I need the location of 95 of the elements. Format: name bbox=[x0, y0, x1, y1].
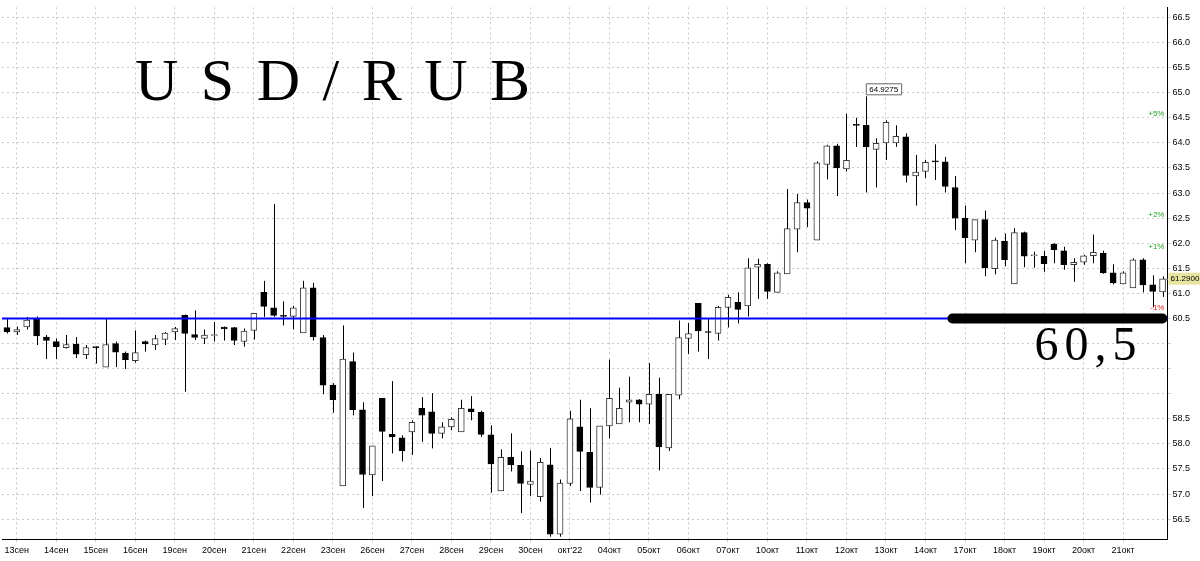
y-tick-label: 58.5 bbox=[1172, 413, 1191, 424]
x-tick-label: 21сен bbox=[241, 545, 267, 556]
x-tick-label: 27сен bbox=[399, 545, 425, 556]
candlestick bbox=[734, 291, 742, 324]
candlestick bbox=[191, 309, 198, 341]
candlestick bbox=[290, 305, 297, 330]
x-tick-label: 13окт bbox=[874, 545, 898, 556]
candlestick bbox=[1020, 231, 1028, 268]
x-tick-label: 30сен bbox=[518, 545, 543, 556]
candlestick bbox=[615, 387, 623, 425]
x-tick-label: 07окт bbox=[716, 545, 740, 556]
text: USD/RUB bbox=[135, 47, 553, 113]
x-tick-label: 17окт bbox=[953, 545, 977, 556]
x-tick-label: 10окт bbox=[755, 545, 780, 556]
y-tick-label: 57.0 bbox=[1172, 488, 1191, 499]
y-tick-label: 66.0 bbox=[1172, 37, 1191, 47]
candlestick bbox=[754, 258, 761, 300]
candlestick bbox=[181, 313, 189, 393]
x-tick-label: 16сен bbox=[123, 545, 148, 556]
candlestick bbox=[872, 137, 880, 189]
candlestick bbox=[52, 338, 60, 360]
candlestick bbox=[457, 399, 465, 433]
x-tick-label: 11окт bbox=[795, 545, 819, 556]
x-tick-label: 06окт bbox=[676, 545, 701, 556]
candlestick bbox=[517, 450, 524, 514]
x-tick-label: 19сен bbox=[162, 545, 188, 556]
annotation: -1% bbox=[1150, 303, 1165, 313]
candlestick bbox=[823, 144, 831, 180]
x-tick-label: 20сен bbox=[202, 545, 227, 556]
candlestick bbox=[418, 396, 426, 443]
candlestick bbox=[843, 113, 850, 172]
candlestick bbox=[625, 376, 633, 423]
x-tick-label: 21окт bbox=[1111, 545, 1135, 556]
candlestick bbox=[1139, 257, 1147, 293]
x-tick-label: 28сен bbox=[439, 545, 464, 556]
candlestick bbox=[260, 280, 268, 318]
y-tick-label: 64.0 bbox=[1172, 137, 1191, 148]
x-tick-label: 14сен bbox=[44, 545, 69, 556]
candlestick bbox=[685, 322, 692, 355]
y-tick-label: 62.0 bbox=[1172, 237, 1191, 248]
candlestick bbox=[1099, 250, 1107, 275]
y-tick-label: 65.0 bbox=[1172, 87, 1191, 98]
y-tick-label: 62.5 bbox=[1172, 212, 1191, 223]
x-tick-label: 14окт bbox=[913, 545, 938, 556]
candlestick bbox=[112, 341, 119, 368]
annotation: +2% bbox=[1148, 210, 1165, 220]
candlestick bbox=[467, 395, 475, 421]
x-tick-label: 15сен bbox=[83, 545, 109, 556]
candlestick bbox=[1060, 246, 1068, 271]
annotation: +5% bbox=[1148, 108, 1165, 118]
x-tick-label: 18окт bbox=[992, 545, 1017, 556]
y-tick-label: 56.5 bbox=[1172, 513, 1191, 524]
y-tick-label: 60.5 bbox=[1172, 312, 1191, 323]
y-tick-label: 63.5 bbox=[1172, 162, 1191, 173]
annotation: 64.9275 bbox=[869, 84, 899, 94]
y-tick-label: 61.0 bbox=[1172, 287, 1191, 298]
candlestick bbox=[932, 143, 939, 181]
candlestick bbox=[527, 449, 534, 497]
x-tick-label: 23сен bbox=[320, 545, 346, 556]
candlestick bbox=[922, 159, 929, 179]
candlestick bbox=[853, 117, 860, 148]
candlestick bbox=[862, 95, 870, 194]
candlestick bbox=[270, 203, 277, 318]
candlestick bbox=[941, 156, 949, 194]
annotation: +1% bbox=[1148, 241, 1165, 251]
candlestick bbox=[576, 399, 584, 492]
x-tick-label: 05окт bbox=[637, 545, 661, 556]
candlestick bbox=[1070, 257, 1077, 283]
x-tick-label: 22сен bbox=[281, 545, 306, 556]
candlestick bbox=[1090, 234, 1097, 264]
y-tick-label: 64.5 bbox=[1172, 112, 1191, 123]
annotation: 61.2900 bbox=[1170, 274, 1200, 284]
x-tick-label: 04окт bbox=[597, 545, 622, 556]
x-tick-label: 13сен bbox=[4, 545, 30, 556]
y-tick-label: 57.5 bbox=[1172, 463, 1191, 474]
candlestick bbox=[102, 317, 110, 368]
candlestick bbox=[132, 329, 139, 364]
candlestick bbox=[33, 315, 40, 346]
candlestick bbox=[833, 143, 840, 197]
y-tick-label: 65.5 bbox=[1172, 62, 1191, 73]
x-tick-label: 12окт bbox=[834, 545, 859, 556]
x-tick-label: 19окт bbox=[1032, 545, 1056, 556]
candlestick bbox=[507, 432, 514, 472]
y-tick-label: 58.0 bbox=[1172, 438, 1191, 449]
y-tick-label: 63.0 bbox=[1172, 187, 1191, 198]
x-tick-label: 20окт bbox=[1071, 545, 1096, 556]
y-tick-label: 66.5 bbox=[1172, 11, 1191, 22]
ref-line-label: 60,5 bbox=[1034, 317, 1143, 371]
x-tick-label: окт'22 bbox=[557, 545, 583, 556]
y-tick-label: 61.5 bbox=[1172, 262, 1191, 273]
candlestick bbox=[43, 334, 50, 360]
candlestick bbox=[428, 392, 435, 449]
x-tick-label: 29сен bbox=[478, 545, 504, 556]
x-tick-label: 26сен bbox=[360, 545, 385, 556]
candlestick bbox=[1001, 233, 1008, 267]
